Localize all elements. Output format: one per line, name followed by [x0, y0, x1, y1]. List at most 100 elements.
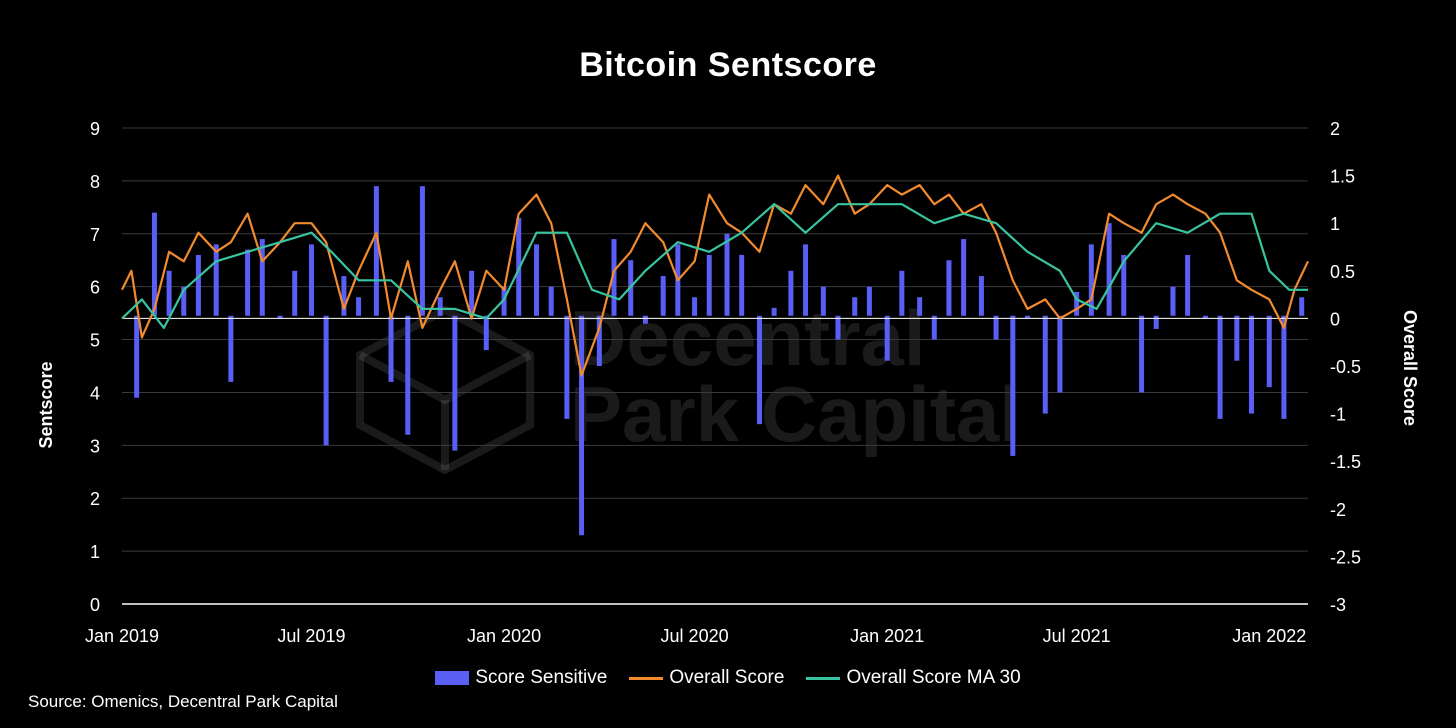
left-tick-label: 2: [90, 489, 100, 509]
bar: [1185, 254, 1191, 316]
bar: [292, 270, 298, 316]
bar: [1057, 315, 1063, 393]
legend-label-overall: Overall Score: [669, 667, 785, 688]
bar: [181, 286, 187, 316]
bar: [931, 315, 937, 340]
bar: [866, 286, 872, 316]
bar: [437, 297, 443, 316]
bar: [835, 315, 841, 340]
legend-item-ma30: Overall Score MA 30: [806, 667, 1021, 689]
bar: [166, 270, 172, 316]
bar: [706, 254, 712, 316]
bar: [548, 286, 554, 316]
bar: [259, 239, 265, 316]
bar: [978, 276, 984, 316]
right-tick-label: 0: [1330, 309, 1340, 329]
chart-title: Bitcoin Sentscore: [579, 46, 877, 84]
bar: [134, 315, 140, 398]
right-tick-label: 1: [1330, 214, 1340, 234]
x-tick-label: Jan 2020: [467, 626, 541, 646]
bar: [469, 270, 475, 316]
bar: [1042, 315, 1048, 414]
bar: [579, 315, 585, 536]
bar: [1106, 223, 1112, 316]
x-tick-label: Jan 2022: [1232, 626, 1306, 646]
bar: [660, 276, 666, 316]
left-axis-title: Sentscore: [36, 361, 56, 448]
legend-swatch-overall: [629, 676, 664, 680]
left-tick-label: 4: [90, 383, 100, 403]
overall-score-line: [121, 174, 1309, 377]
legend-item-overall: Overall Score: [629, 667, 784, 689]
bar: [405, 315, 411, 435]
legend-item-bars: Score Sensitive: [435, 667, 607, 689]
bar: [739, 254, 745, 316]
x-tick-label: Jul 2019: [277, 626, 345, 646]
bar: [323, 315, 329, 446]
legend-label-bars: Score Sensitive: [475, 667, 608, 688]
bar: [917, 297, 923, 316]
bar: [993, 315, 999, 340]
bar: [946, 260, 952, 316]
legend: Score Sensitive Overall Score Overall Sc…: [0, 667, 1456, 689]
bar: [151, 212, 157, 316]
bar: [803, 244, 809, 316]
bar: [501, 286, 507, 316]
bar: [1139, 315, 1145, 393]
right-tick-label: 1.5: [1330, 167, 1355, 187]
bar: [642, 315, 648, 324]
bar: [564, 315, 570, 419]
left-tick-label: 9: [90, 119, 100, 139]
bar: [213, 244, 219, 316]
left-tick-label: 1: [90, 542, 100, 562]
source-note: Source: Omenics, Decentral Park Capital: [28, 692, 338, 711]
left-tick-label: 7: [90, 225, 100, 245]
legend-swatch-ma30: [806, 676, 841, 680]
bar: [1121, 254, 1127, 316]
bar: [452, 315, 458, 451]
bar: [1281, 315, 1287, 419]
right-tick-label: 2: [1330, 119, 1340, 139]
bar: [1266, 315, 1272, 388]
bar: [899, 270, 905, 316]
overall-score-ma30-line: [121, 203, 1308, 329]
bar: [1299, 297, 1305, 316]
bar: [961, 239, 967, 316]
x-tick-label: Jan 2019: [85, 626, 159, 646]
bar: [1202, 315, 1208, 319]
x-tick-label: Jul 2021: [1043, 626, 1111, 646]
bar: [388, 315, 394, 382]
watermark-line2: Park Capital: [570, 370, 1021, 458]
bar: [884, 315, 890, 361]
bar: [373, 186, 379, 316]
left-tick-label: 3: [90, 436, 100, 456]
right-tick-label: -3: [1330, 595, 1346, 615]
bar: [852, 297, 858, 316]
left-tick-label: 6: [90, 278, 100, 298]
x-tick-label: Jan 2021: [850, 626, 924, 646]
bar: [483, 315, 489, 351]
bar: [1234, 315, 1240, 361]
right-tick-label: -0.5: [1330, 357, 1361, 377]
bar: [1024, 315, 1030, 319]
bar: [245, 249, 251, 316]
bar: [771, 307, 777, 316]
right-tick-label: -2.5: [1330, 547, 1361, 567]
bar: [1248, 315, 1254, 414]
right-axis-title: Overall Score: [1400, 310, 1420, 426]
watermark-logo-icon: [356, 305, 534, 475]
bar: [1217, 315, 1223, 419]
bar: [1074, 291, 1080, 316]
legend-swatch-bars: [435, 671, 470, 685]
bar: [724, 233, 730, 316]
bar: [820, 286, 826, 316]
x-tick-label: Jul 2020: [661, 626, 729, 646]
bar: [195, 254, 201, 316]
bar: [611, 239, 617, 316]
bar: [308, 244, 314, 316]
bar: [788, 270, 794, 316]
right-tick-label: -1: [1330, 405, 1346, 425]
bar: [1010, 315, 1016, 456]
